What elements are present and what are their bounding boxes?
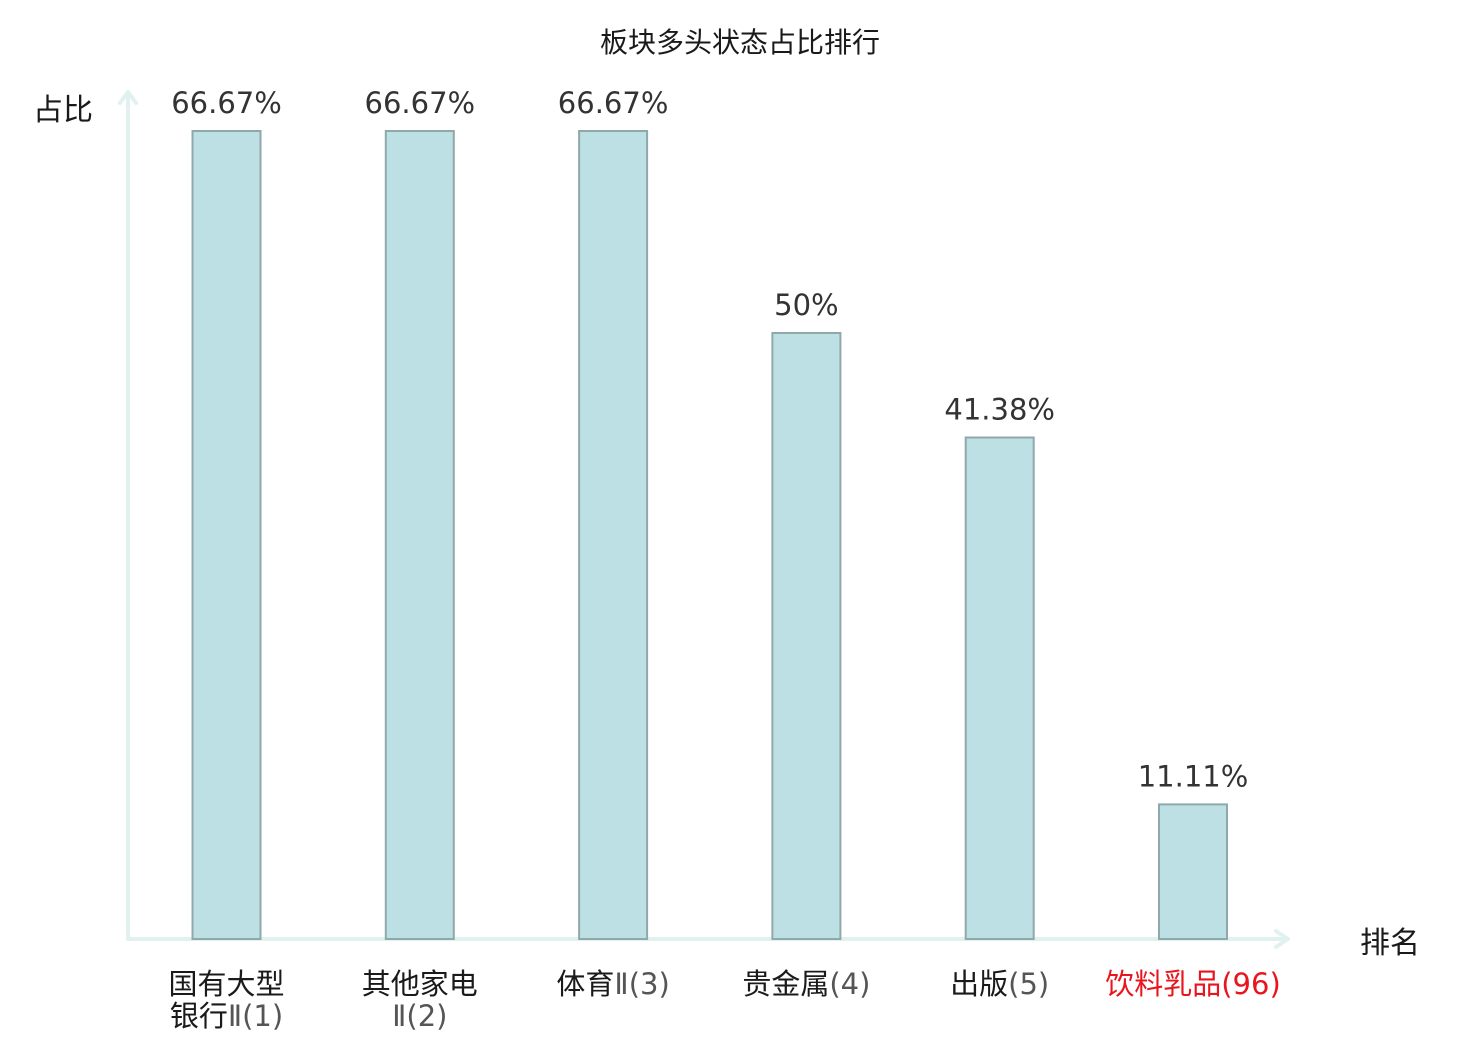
category-name: 其他家电 bbox=[362, 967, 478, 1001]
value-label-1: 66.67% bbox=[171, 86, 282, 120]
x-axis-label: 排名 bbox=[1360, 926, 1420, 961]
category-rank: Ⅱ(1) bbox=[228, 999, 283, 1033]
value-label-5: 41.38% bbox=[944, 393, 1055, 427]
bars-group bbox=[191, 130, 1228, 941]
category-name: 体育 bbox=[556, 967, 614, 1001]
x-axis-arrow bbox=[1274, 929, 1290, 949]
bar-5 bbox=[964, 436, 1035, 940]
bar-2 bbox=[384, 130, 455, 940]
bar-4 bbox=[771, 332, 842, 940]
category-label-1-line-2: 银行Ⅱ(1) bbox=[170, 999, 283, 1033]
axis-lines bbox=[126, 90, 1290, 941]
y-axis-label: 占比 bbox=[33, 93, 93, 128]
chart-title: 板块多头状态占比排行 bbox=[600, 26, 880, 59]
category-label-6-line-1: 饮料乳品(96) bbox=[1105, 967, 1281, 1001]
category-rank: (4) bbox=[829, 967, 870, 1001]
value-label-2: 66.67% bbox=[365, 86, 476, 120]
category-rank: (5) bbox=[1008, 967, 1049, 1001]
category-label-2-line-1: 其他家电 bbox=[362, 967, 478, 1001]
category-label-5-line-1: 出版(5) bbox=[950, 967, 1049, 1001]
category-rank: Ⅱ(2) bbox=[392, 999, 447, 1033]
bar-1 bbox=[191, 130, 262, 940]
value-label-4: 50% bbox=[774, 288, 838, 322]
category-rank: (96) bbox=[1221, 967, 1281, 1001]
bar-3 bbox=[578, 130, 649, 940]
category-label-4-line-1: 贵金属(4) bbox=[742, 967, 870, 1001]
value-label-6: 11.11% bbox=[1138, 759, 1249, 793]
bar-6 bbox=[1158, 803, 1228, 941]
category-label-3-line-1: 体育Ⅱ(3) bbox=[556, 967, 669, 1001]
category-name: 银行 bbox=[170, 999, 228, 1033]
value-labels-group: 66.67% 66.67% 66.67% 50% 41.38% 11.11% bbox=[171, 86, 1248, 793]
category-name: 国有大型 bbox=[168, 967, 284, 1001]
category-label-1-line-1: 国有大型 bbox=[168, 967, 284, 1001]
category-name: 饮料乳品 bbox=[1105, 967, 1221, 1001]
category-rank: Ⅱ(3) bbox=[614, 967, 669, 1001]
category-label-2-line-2: Ⅱ(2) bbox=[392, 999, 447, 1033]
category-name: 出版 bbox=[950, 967, 1008, 1001]
category-name: 贵金属 bbox=[742, 967, 829, 1001]
value-label-3: 66.67% bbox=[558, 86, 669, 120]
